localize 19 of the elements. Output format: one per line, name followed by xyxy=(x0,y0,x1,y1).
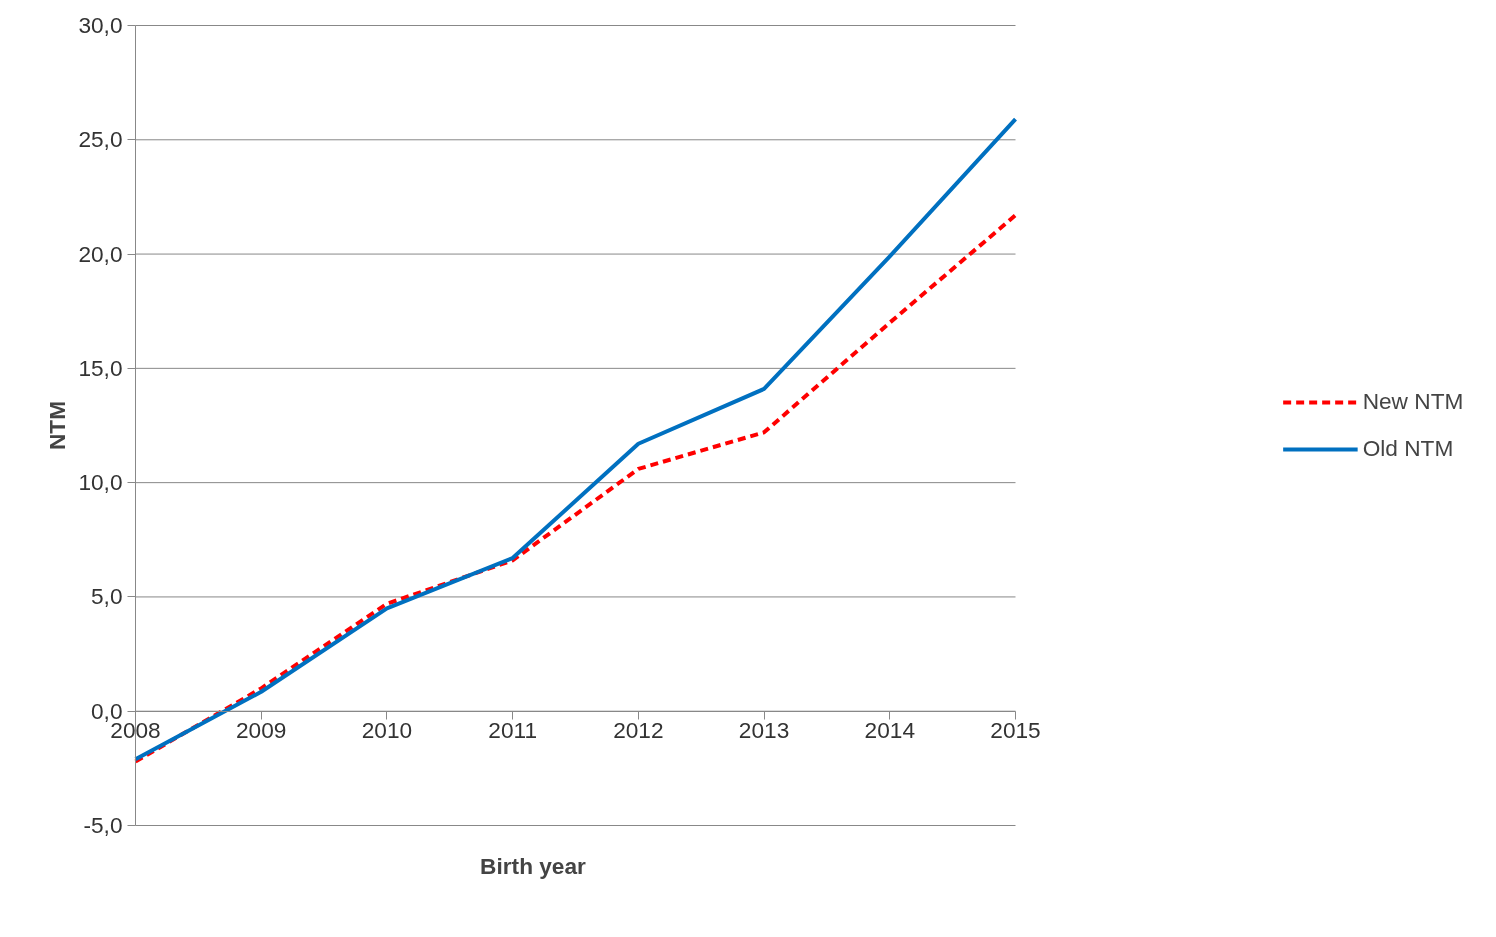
x-tick-label: 2014 xyxy=(864,717,915,744)
y-tick-label: 5,0 xyxy=(91,583,123,610)
y-tick-label: 20,0 xyxy=(78,240,123,267)
x-tick-label: 2009 xyxy=(236,717,287,744)
y-tick-label: 10,0 xyxy=(78,469,123,496)
x-axis-title: Birth year xyxy=(480,852,587,879)
y-tick-label: 0,0 xyxy=(91,697,123,724)
x-tick-label: 2011 xyxy=(488,717,538,744)
x-tick-label: 2013 xyxy=(738,717,790,744)
y-tick-label: 15,0 xyxy=(78,354,123,381)
y-tick-label: -5,0 xyxy=(83,812,123,838)
x-tick-label: 2010 xyxy=(361,717,413,744)
x-tick-label: 2012 xyxy=(613,717,664,744)
y-tick-label: 30,0 xyxy=(78,12,123,38)
x-tick-label: 2015 xyxy=(990,717,1041,744)
legend-label: Old NTM xyxy=(1362,435,1454,462)
y-axis-title: NTM xyxy=(44,400,71,451)
y-tick-label: 25,0 xyxy=(78,126,123,153)
legend-label: New NTM xyxy=(1362,388,1464,415)
